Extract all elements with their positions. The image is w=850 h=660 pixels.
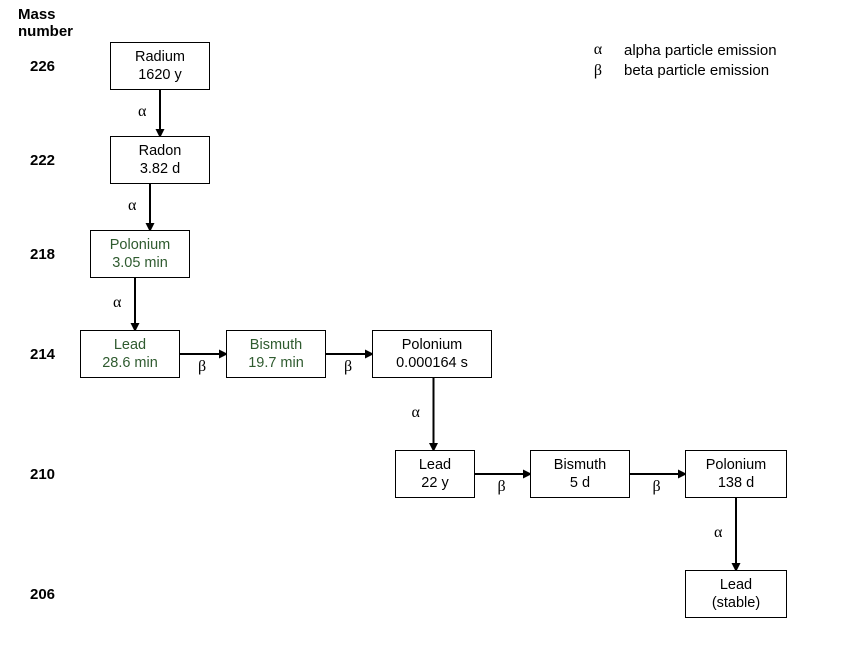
node-half-life: 19.7 min xyxy=(248,354,304,372)
legend-text: alpha particle emission xyxy=(624,41,777,61)
heading-line1: Mass xyxy=(18,6,56,23)
edge-label-alpha: α xyxy=(412,404,420,422)
node-bismuth_214: Bismuth19.7 min xyxy=(226,330,326,378)
mass-label-206: 206 xyxy=(30,586,55,603)
node-half-life: 22 y xyxy=(421,474,448,492)
node-polonium_210: Polonium138 d xyxy=(685,450,787,498)
legend-text: beta particle emission xyxy=(624,61,769,81)
alpha-symbol: α xyxy=(590,40,606,61)
mass-label-226: 226 xyxy=(30,58,55,75)
node-polonium_218: Polonium3.05 min xyxy=(90,230,190,278)
node-element-name: Lead xyxy=(720,576,752,594)
node-half-life: 3.05 min xyxy=(112,254,168,272)
node-element-name: Bismuth xyxy=(554,456,606,474)
node-element-name: Polonium xyxy=(706,456,766,474)
mass-label-218: 218 xyxy=(30,246,55,263)
node-element-name: Polonium xyxy=(110,236,170,254)
heading-mass-number: Mass number xyxy=(18,6,73,40)
node-radium_226: Radium1620 y xyxy=(110,42,210,90)
node-half-life: 0.000164 s xyxy=(396,354,468,372)
node-element-name: Radon xyxy=(139,142,182,160)
node-half-life: 138 d xyxy=(718,474,754,492)
node-element-name: Bismuth xyxy=(250,336,302,354)
node-half-life: 3.82 d xyxy=(140,160,180,178)
node-half-life: 1620 y xyxy=(138,66,182,84)
node-half-life: 5 d xyxy=(570,474,590,492)
node-element-name: Radium xyxy=(135,48,185,66)
node-lead_206: Lead(stable) xyxy=(685,570,787,618)
mass-label-222: 222 xyxy=(30,152,55,169)
beta-symbol: β xyxy=(590,61,606,82)
edge-label-alpha: α xyxy=(128,197,136,215)
legend-row-alpha: α alpha particle emission xyxy=(590,40,777,61)
legend-row-beta: β beta particle emission xyxy=(590,61,777,82)
node-radon_222: Radon3.82 d xyxy=(110,136,210,184)
edge-label-alpha: α xyxy=(113,294,121,312)
node-polonium_214: Polonium0.000164 s xyxy=(372,330,492,378)
decay-chain-diagram: Mass number αalpha particle emissionβbet… xyxy=(0,0,850,660)
edge-label-alpha: α xyxy=(138,103,146,121)
node-lead_214: Lead28.6 min xyxy=(80,330,180,378)
node-lead_210: Lead22 y xyxy=(395,450,475,498)
node-half-life: (stable) xyxy=(712,594,760,612)
mass-label-214: 214 xyxy=(30,346,55,363)
mass-label-210: 210 xyxy=(30,466,55,483)
node-bismuth_210: Bismuth5 d xyxy=(530,450,630,498)
legend: α alpha particle emission β beta particle e… xyxy=(590,40,777,82)
node-element-name: Polonium xyxy=(402,336,462,354)
heading-line2: number xyxy=(18,23,73,40)
edge-label-beta: β xyxy=(344,358,352,376)
edge-label-beta: β xyxy=(198,358,206,376)
edge-label-alpha: α xyxy=(714,524,722,542)
node-element-name: Lead xyxy=(419,456,451,474)
node-half-life: 28.6 min xyxy=(102,354,158,372)
edge-label-beta: β xyxy=(653,478,661,496)
node-element-name: Lead xyxy=(114,336,146,354)
edge-label-beta: β xyxy=(498,478,506,496)
